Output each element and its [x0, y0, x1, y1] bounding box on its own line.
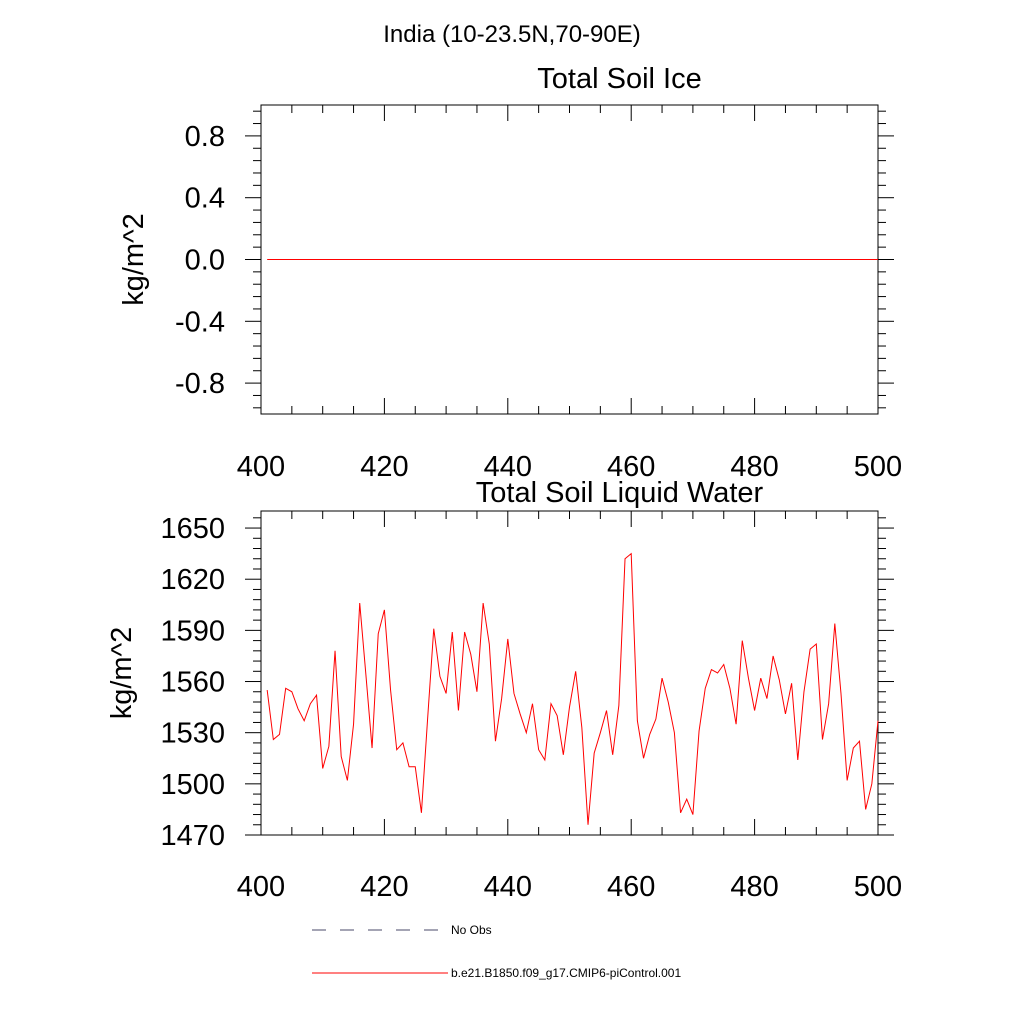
panel-1-x-tick-label: 400	[237, 871, 285, 903]
panel-1-y-tick-label: 1650	[160, 513, 225, 545]
panel-1-plot-frame	[260, 510, 879, 836]
chart-panel-soil-liquid-water: Total Soil Liquid Water kg/m^2 400 420 440 46…	[106, 477, 902, 903]
panel-1-y-tick-label: 1560	[160, 667, 225, 699]
panel-1-y-tick-label: 1590	[160, 615, 225, 647]
figure-title: India (10-23.5N,70-90E)	[383, 21, 640, 48]
legend: No Obs b.e21.B1850.f09_g17.CMIP6-piContr…	[312, 923, 681, 980]
panel-1-y-tick-label: 1500	[160, 769, 225, 801]
legend-label-no-obs: No Obs	[451, 923, 492, 937]
panel-0-y-tick-label: 0.0	[185, 245, 225, 277]
legend-label-model: b.e21.B1850.f09_g17.CMIP6-piControl.001	[451, 966, 681, 980]
panel-0-y-tick-label: -0.8	[175, 368, 225, 400]
panel-0-y-tick-label: 0.8	[185, 121, 225, 153]
panel-1-x-tick-label: 420	[360, 871, 408, 903]
panel-0-y-axis-label: kg/m^2	[118, 213, 150, 306]
panel-1-y-tick-label: 1470	[160, 820, 225, 852]
panel-1-y-tick-label: 1530	[160, 718, 225, 750]
panel-1-x-tick-label: 500	[854, 871, 902, 903]
panel-0-y-tick-label: -0.4	[175, 306, 225, 338]
panel-0-x-tick-label: 400	[237, 451, 285, 483]
panel-1-y-tick-label: 1620	[160, 564, 225, 596]
panel-1-y-axis-label: kg/m^2	[106, 627, 138, 720]
panel-0-x-tick-label: 480	[730, 451, 778, 483]
panel-0-chart-title: Total Soil Ice	[537, 63, 701, 95]
panel-0-y-tick-label: 0.4	[185, 183, 225, 215]
panel-1-chart-title: Total Soil Liquid Water	[476, 477, 764, 509]
panel-1-x-tick-label: 440	[484, 871, 532, 903]
chart-panel-soil-ice: Total Soil Ice kg/m^2 400 420 440 460 480 500 0.…	[118, 63, 902, 483]
panel-0-x-tick-label: 420	[360, 451, 408, 483]
panel-0-x-tick-label: 440	[484, 451, 532, 483]
panel-1-x-tick-label: 460	[607, 871, 655, 903]
panel-0-x-tick-label: 460	[607, 451, 655, 483]
panel-1-series-line-0	[266, 552, 879, 825]
panel-0-x-tick-label: 500	[854, 451, 902, 483]
panel-1-x-tick-label: 480	[730, 871, 778, 903]
